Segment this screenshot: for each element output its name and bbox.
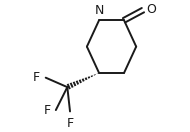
- Text: F: F: [43, 104, 50, 117]
- Text: F: F: [33, 71, 40, 84]
- Text: F: F: [66, 117, 74, 130]
- Text: N: N: [94, 4, 104, 17]
- Text: O: O: [146, 3, 156, 16]
